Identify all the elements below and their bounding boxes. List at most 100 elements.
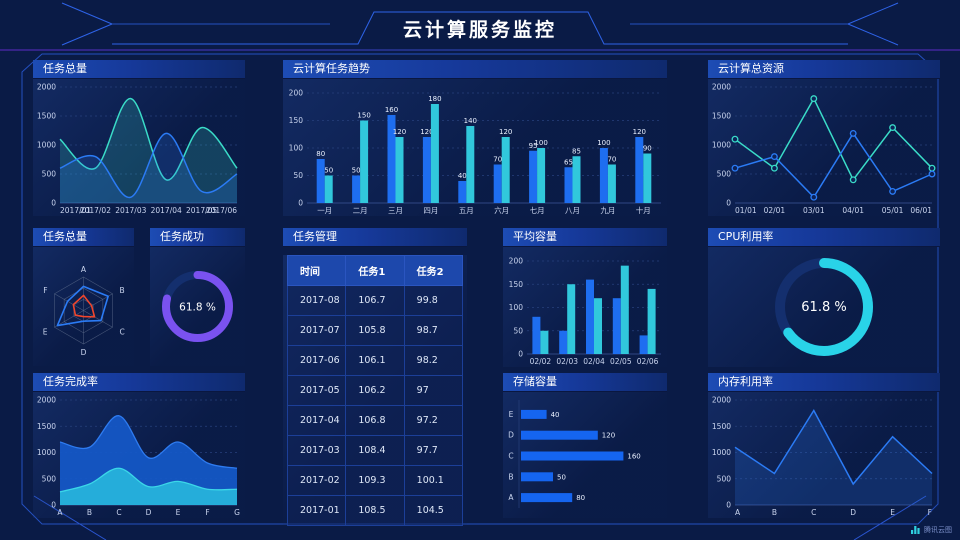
- svg-text:1000: 1000: [37, 141, 56, 150]
- table-cell: 106.8: [345, 405, 405, 436]
- svg-text:F: F: [43, 286, 47, 295]
- svg-text:0: 0: [51, 199, 56, 208]
- svg-text:B: B: [772, 508, 777, 517]
- panel-title-task-radar: 任务总量: [33, 228, 134, 247]
- footer-logo: 腾讯云图: [910, 525, 952, 535]
- svg-text:1500: 1500: [712, 422, 731, 431]
- svg-text:90: 90: [643, 145, 652, 153]
- svg-text:500: 500: [717, 170, 732, 179]
- svg-text:200: 200: [509, 257, 524, 266]
- table-header-row: 时间 任务1 任务2: [286, 255, 464, 286]
- table-cell: 2017-02: [286, 465, 347, 496]
- svg-text:2000: 2000: [37, 83, 56, 92]
- svg-text:85: 85: [572, 147, 581, 155]
- panel-title-task-total-line: 任务总量: [33, 60, 245, 79]
- panel-task-table: 任务管理 时间 任务1 任务2 2017-08 106.7 99.8 2017-07 105…: [283, 228, 467, 526]
- table-row: 2017-02 109.3 100.1: [286, 465, 464, 496]
- svg-text:1000: 1000: [712, 141, 731, 150]
- svg-text:D: D: [850, 508, 856, 517]
- panel-title-avg-capacity: 平均容量: [503, 228, 667, 247]
- svg-text:50: 50: [293, 171, 303, 180]
- svg-text:七月: 七月: [530, 206, 545, 215]
- svg-text:02/02: 02/02: [530, 357, 552, 366]
- svg-text:120: 120: [633, 128, 646, 136]
- svg-text:50: 50: [513, 326, 523, 335]
- task-trend-bar-chart: 0 50 100 150 200 一月 二月 三月 四月 五月 六月 七月 八月 九月 十月 80 50 160 1…: [283, 79, 667, 216]
- tencent-cloud-chart-logo-icon: [911, 526, 920, 534]
- svg-text:C: C: [116, 508, 121, 517]
- svg-text:九月: 九月: [600, 206, 615, 215]
- svg-text:06/01: 06/01: [910, 206, 932, 215]
- svg-text:150: 150: [357, 112, 370, 120]
- svg-text:0: 0: [726, 199, 731, 208]
- table-cell: 97: [403, 375, 464, 406]
- panel-task-radar: 任务总量 A B C D E F: [33, 228, 134, 366]
- table-cell: 97.2: [403, 405, 464, 436]
- table-column-header: 任务2: [403, 255, 464, 286]
- footer-logo-text: 腾讯云图: [924, 526, 952, 534]
- panel-total-resources: 云计算总资源 0 500 1000 1500 2000 01/01 02/01 03/01 04…: [708, 60, 940, 216]
- svg-text:04/01: 04/01: [842, 206, 864, 215]
- panel-title-task-success: 任务成功: [150, 228, 245, 247]
- svg-text:1000: 1000: [37, 448, 56, 457]
- svg-text:A: A: [735, 508, 741, 517]
- panel-title-storage: 存储容量: [503, 373, 667, 392]
- task-table-body: 时间 任务1 任务2 2017-08 106.7 99.8 2017-07 105.8 98.…: [283, 255, 467, 526]
- svg-text:61.8 %: 61.8 %: [179, 302, 216, 314]
- svg-text:0: 0: [518, 350, 523, 359]
- svg-text:E: E: [176, 508, 181, 517]
- table-cell: 106.1: [345, 345, 405, 376]
- table-row: 2017-08 106.7 99.8: [286, 285, 464, 316]
- svg-text:2000: 2000: [712, 396, 731, 405]
- svg-text:E: E: [509, 410, 514, 419]
- svg-text:70: 70: [493, 156, 502, 164]
- panel-title-task-table: 任务管理: [283, 228, 467, 247]
- table-row: 2017-03 108.4 97.7: [286, 435, 464, 466]
- panel-memory: 内存利用率 0 500 1000 1500 2000 A B C D E F: [708, 373, 940, 518]
- table-cell: 97.7: [403, 435, 464, 466]
- svg-text:05/01: 05/01: [882, 206, 904, 215]
- table-cell: 105.8: [345, 315, 405, 346]
- svg-text:2017/02: 2017/02: [80, 206, 111, 215]
- table-row: 2017-01 108.5 104.5: [286, 495, 464, 526]
- svg-text:100: 100: [509, 303, 524, 312]
- svg-text:十月: 十月: [636, 205, 651, 215]
- svg-text:B: B: [87, 508, 92, 517]
- total-resources-line-chart: 0 500 1000 1500 2000 01/01 02/01 03/01 04/01 05/0…: [708, 79, 940, 216]
- svg-text:1500: 1500: [37, 422, 56, 431]
- svg-text:0: 0: [298, 199, 303, 208]
- table-row: 2017-07 105.8 98.7: [286, 315, 464, 346]
- svg-text:40: 40: [458, 172, 467, 180]
- panel-title-total-resources: 云计算总资源: [708, 60, 940, 79]
- svg-text:五月: 五月: [459, 206, 474, 215]
- svg-text:一月: 一月: [317, 206, 332, 215]
- table-cell: 2017-07: [286, 315, 347, 346]
- svg-text:2000: 2000: [37, 396, 56, 405]
- svg-text:0: 0: [51, 501, 56, 510]
- svg-text:2017/01: 2017/01: [60, 206, 91, 215]
- table-cell: 98.2: [403, 345, 464, 376]
- svg-text:A: A: [81, 265, 87, 274]
- svg-text:02/06: 02/06: [637, 357, 659, 366]
- svg-text:50: 50: [557, 473, 566, 481]
- svg-text:2000: 2000: [712, 83, 731, 92]
- memory-line-chart: 0 500 1000 1500 2000 A B C D E F: [708, 392, 940, 518]
- svg-text:150: 150: [289, 116, 304, 125]
- panel-task-trend: 云计算任务趋势 0 50 100 150 200 一月 二月 三月 四月 五月 六月 七月 八月 九月 十月…: [283, 60, 667, 216]
- task-table: 时间 任务1 任务2 2017-08 106.7 99.8 2017-07 105.8 98.…: [286, 255, 464, 526]
- svg-text:02/04: 02/04: [583, 357, 605, 366]
- svg-text:D: D: [146, 508, 152, 517]
- svg-text:160: 160: [627, 453, 640, 461]
- table-cell: 2017-08: [286, 285, 347, 316]
- svg-text:80: 80: [316, 150, 325, 158]
- svg-text:2017/03: 2017/03: [115, 206, 146, 215]
- table-cell: 108.4: [345, 435, 405, 466]
- svg-text:120: 120: [499, 128, 512, 136]
- svg-text:C: C: [119, 327, 124, 336]
- svg-text:1000: 1000: [712, 448, 731, 457]
- table-cell: 98.7: [403, 315, 464, 346]
- svg-text:50: 50: [324, 167, 333, 175]
- cpu-usage-donut: 61.8 %: [708, 247, 940, 367]
- table-cell: 100.1: [403, 465, 464, 496]
- svg-text:02/01: 02/01: [764, 206, 786, 215]
